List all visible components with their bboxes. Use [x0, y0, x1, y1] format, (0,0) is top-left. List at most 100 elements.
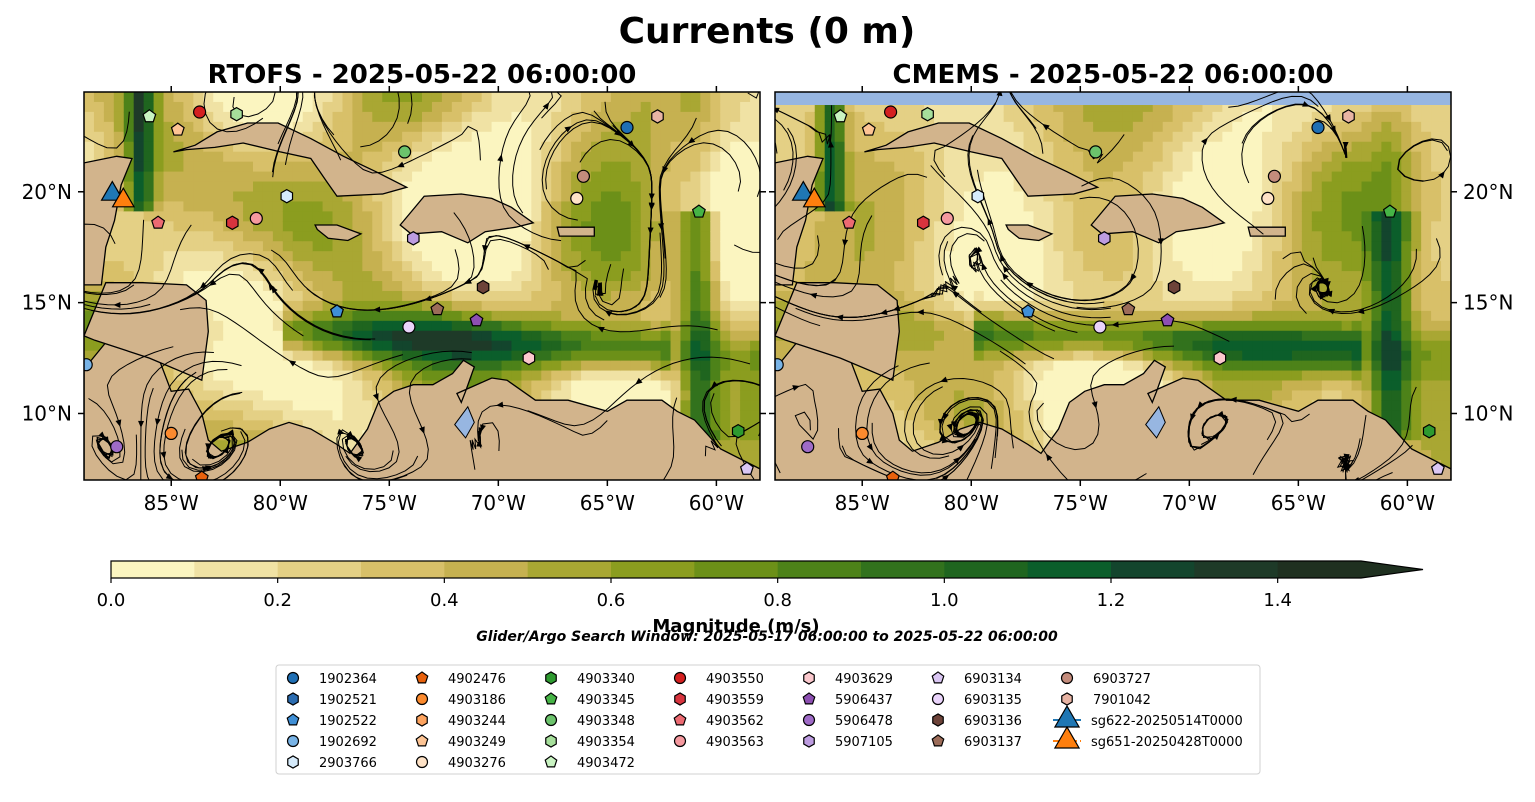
legend-item-4903345: 4903345	[544, 692, 635, 708]
legend-label: 6903135	[964, 693, 1022, 708]
legend-item-4903244: 4903244	[416, 713, 506, 729]
panel-rtofs: RTOFS - 2025-05-22 06:00:00 85°W 80°W 75°W…	[22, 60, 766, 515]
marker-4903550	[883, 105, 898, 119]
land-mask-rtofs	[84, 122, 760, 480]
legend-marker	[544, 713, 558, 727]
legend-marker	[544, 755, 558, 768]
marker-4903559	[916, 215, 930, 231]
legend-label: 1902364	[319, 672, 377, 687]
marker-4903345	[691, 204, 706, 218]
legend-item-sg651-20250428T0000: sg651-20250428T0000	[1053, 725, 1243, 750]
colorbar-segment	[1111, 561, 1195, 578]
xtick-label: 80°W	[944, 491, 999, 515]
legend-label: 4903249	[448, 735, 506, 750]
legend-item-1902522: 1902522	[286, 713, 377, 729]
legend-marker	[415, 755, 429, 769]
marker-4903563	[249, 211, 263, 225]
figure-title: Currents (0 m)	[619, 11, 916, 52]
marker-sg622-20250514T0000	[791, 180, 816, 201]
marker-5907105	[406, 231, 420, 246]
marker-4903559	[225, 215, 239, 231]
legend-label: 4903563	[706, 735, 764, 750]
marker-4903249	[170, 122, 185, 136]
marker-6903727	[1267, 169, 1282, 183]
marker-4903348	[398, 145, 412, 159]
legend-marker	[415, 734, 429, 747]
marker-4903276	[1261, 191, 1275, 205]
marker-4903354	[921, 106, 934, 122]
legend-item-7901042: 7901042	[1061, 692, 1151, 708]
marker-4903244	[1469, 354, 1480, 367]
legend-item-6903134: 6903134	[931, 671, 1022, 687]
ytick-label: 20°N	[1463, 180, 1513, 204]
legend-item-6903136: 6903136	[932, 713, 1022, 729]
marker-6903727	[576, 169, 591, 183]
xtick-label: 60°W	[1380, 491, 1435, 515]
legend-item-4903340: 4903340	[545, 671, 635, 687]
legend-item-4903249: 4903249	[415, 734, 506, 750]
legend-marker	[415, 692, 429, 706]
marker-4903563	[940, 211, 954, 225]
legend-label: 4903244	[448, 714, 506, 729]
legend-marker	[286, 713, 300, 726]
marker-4903562	[151, 215, 166, 229]
legend-label: 6903727	[1093, 672, 1151, 687]
legend-label: sg651-20250428T0000	[1091, 735, 1243, 750]
legend-marker	[802, 692, 816, 705]
ytick-label: 10°N	[22, 401, 72, 425]
legend-label: 4903354	[577, 735, 635, 750]
marker-7901042	[651, 109, 664, 124]
legend-marker	[1060, 671, 1074, 685]
legend-label: 4903340	[577, 672, 635, 687]
marker-4903354	[230, 106, 243, 122]
marker-4902476	[885, 470, 900, 480]
colorbar-segment	[694, 561, 779, 578]
legend-marker	[1061, 692, 1073, 706]
marker-4903276	[570, 191, 584, 205]
xtick-label: 85°W	[835, 491, 890, 515]
marker-1902521	[1391, 77, 1402, 90]
legend: 1902364 1902521 1902522 1902692 2903766 49024…	[275, 664, 1261, 775]
marker-4903629	[1213, 350, 1227, 366]
legend-item-4903559: 4903559	[674, 692, 764, 708]
marker-5906437	[469, 313, 484, 327]
marker-4903348	[1088, 145, 1103, 159]
xtick-label: 65°W	[1271, 491, 1326, 515]
legend-item-2903766: 2903766	[287, 755, 377, 771]
colorbar-label: Magnitude (m/s)	[652, 616, 819, 637]
legend-label: 1902521	[319, 693, 377, 708]
legend-label: 4903186	[448, 693, 506, 708]
marker-4903472	[142, 109, 157, 123]
marker-4903550	[193, 105, 207, 119]
marker-4903340	[1422, 423, 1436, 439]
xtick-label: 75°W	[1053, 491, 1108, 515]
panel-title-rtofs: RTOFS - 2025-05-22 06:00:00	[208, 60, 637, 90]
colorbar-segment	[111, 561, 195, 578]
ytick-label: 10°N	[1463, 401, 1513, 425]
colorbar-extend-arrow	[1361, 561, 1423, 578]
panel-cmems: CMEMS - 2025-05-22 06:00:00 85°W 80°W 75°W…	[769, 60, 1513, 515]
legend-marker	[803, 671, 815, 685]
marker-5906437	[1160, 313, 1175, 327]
xtick-label: 60°W	[689, 491, 744, 515]
streamlines-cmems	[775, 92, 1451, 480]
ytick-label: 20°N	[22, 180, 72, 204]
marker-4903629	[522, 350, 536, 366]
marker-4903249	[861, 122, 876, 136]
marker-1902364	[1311, 120, 1325, 135]
legend-item-4903186: 4903186	[415, 692, 506, 708]
marker-4902476	[194, 470, 209, 480]
legend-marker	[416, 713, 428, 727]
marker-4903340	[731, 423, 745, 439]
legend-label: 7901042	[1093, 693, 1151, 708]
colorbar-tick-label: 0.6	[597, 590, 626, 611]
legend-label: 6903134	[964, 672, 1022, 687]
legend-label: 6903136	[964, 714, 1022, 729]
legend-item-sg622-20250514T0000: sg622-20250514T0000	[1053, 704, 1243, 729]
marker-sg651-20250428T0000	[802, 187, 827, 208]
colorbar-segment	[1194, 561, 1279, 578]
legend-item-4903562: 4903562	[673, 713, 764, 729]
colorbar-segment	[1027, 561, 1112, 578]
marker-6903135	[402, 320, 416, 334]
marker-6903135	[1093, 320, 1107, 334]
